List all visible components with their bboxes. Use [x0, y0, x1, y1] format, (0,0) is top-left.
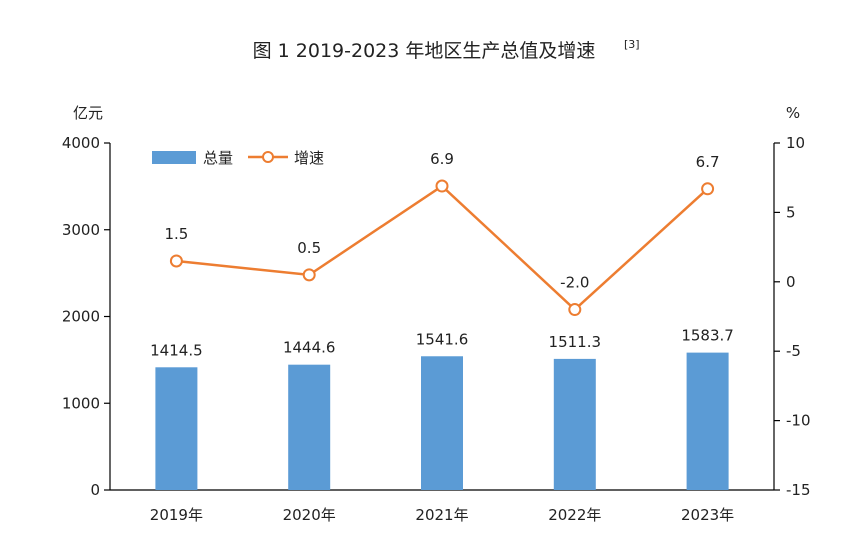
bar-value-labels: 1414.5 1444.6 1541.6 1511.3 1583.7 [150, 327, 734, 360]
bar-series [155, 352, 729, 490]
left-axis-unit: 亿元 [73, 104, 103, 122]
line-series [169, 179, 715, 317]
left-tick-label: 3000 [62, 221, 100, 239]
right-tick-label: 5 [786, 203, 796, 221]
bar [421, 356, 463, 490]
bar-value-label: 1444.6 [283, 339, 336, 357]
legend-line-label: 增速 [294, 149, 324, 167]
bar-value-label: 1414.5 [150, 341, 203, 359]
legend: 总量 增速 [152, 149, 324, 167]
legend-bar-swatch [152, 151, 196, 164]
right-tick-label: -10 [786, 412, 811, 430]
chart-title: 图 1 2019-2023 年地区生产总值及增速 [253, 40, 596, 62]
right-axis-ticks: -15 -10 -5 0 5 10 [774, 134, 811, 499]
bar [155, 367, 198, 490]
right-tick-label: -15 [786, 481, 811, 499]
right-tick-label: -5 [786, 342, 801, 360]
legend-bar-label: 总量 [203, 149, 233, 167]
x-tick-label: 2021年 [415, 506, 468, 524]
x-axis-tick-labels: 2019年 2020年 2021年 2022年 2023年 [150, 506, 734, 524]
chart-title-note: [3] [624, 38, 640, 51]
line-point [568, 303, 582, 317]
bar-value-label: 1583.7 [681, 327, 734, 345]
line-value-label: 0.5 [297, 239, 321, 257]
line-value-label: -2.0 [560, 274, 589, 292]
bar-value-label: 1511.3 [549, 333, 602, 351]
left-tick-label: 1000 [62, 394, 100, 412]
bar [686, 352, 729, 490]
x-tick-label: 2019年 [150, 506, 203, 524]
line-point [701, 182, 715, 196]
bar-value-label: 1541.6 [416, 330, 469, 348]
line-value-label: 6.9 [430, 150, 454, 168]
left-tick-label: 4000 [62, 134, 100, 152]
growth-line [176, 184, 709, 312]
x-tick-label: 2020年 [283, 506, 336, 524]
line-point [302, 268, 316, 282]
line-value-label: 6.7 [696, 153, 720, 171]
right-axis-unit: % [786, 104, 800, 122]
line-point [435, 179, 449, 193]
line-value-labels: 1.5 0.5 6.9 -2.0 6.7 [164, 150, 719, 292]
right-tick-label: 10 [786, 134, 805, 152]
x-tick-label: 2023年 [681, 506, 734, 524]
left-axis-ticks: 0 1000 2000 3000 4000 [62, 134, 110, 499]
line-point [169, 254, 183, 268]
x-tick-label: 2022年 [548, 506, 601, 524]
right-tick-label: 0 [786, 273, 796, 291]
legend-line-marker [262, 151, 274, 163]
line-value-label: 1.5 [164, 225, 188, 243]
bar [288, 364, 331, 490]
left-tick-label: 0 [90, 481, 100, 499]
bar [553, 358, 596, 490]
left-tick-label: 2000 [62, 308, 100, 326]
